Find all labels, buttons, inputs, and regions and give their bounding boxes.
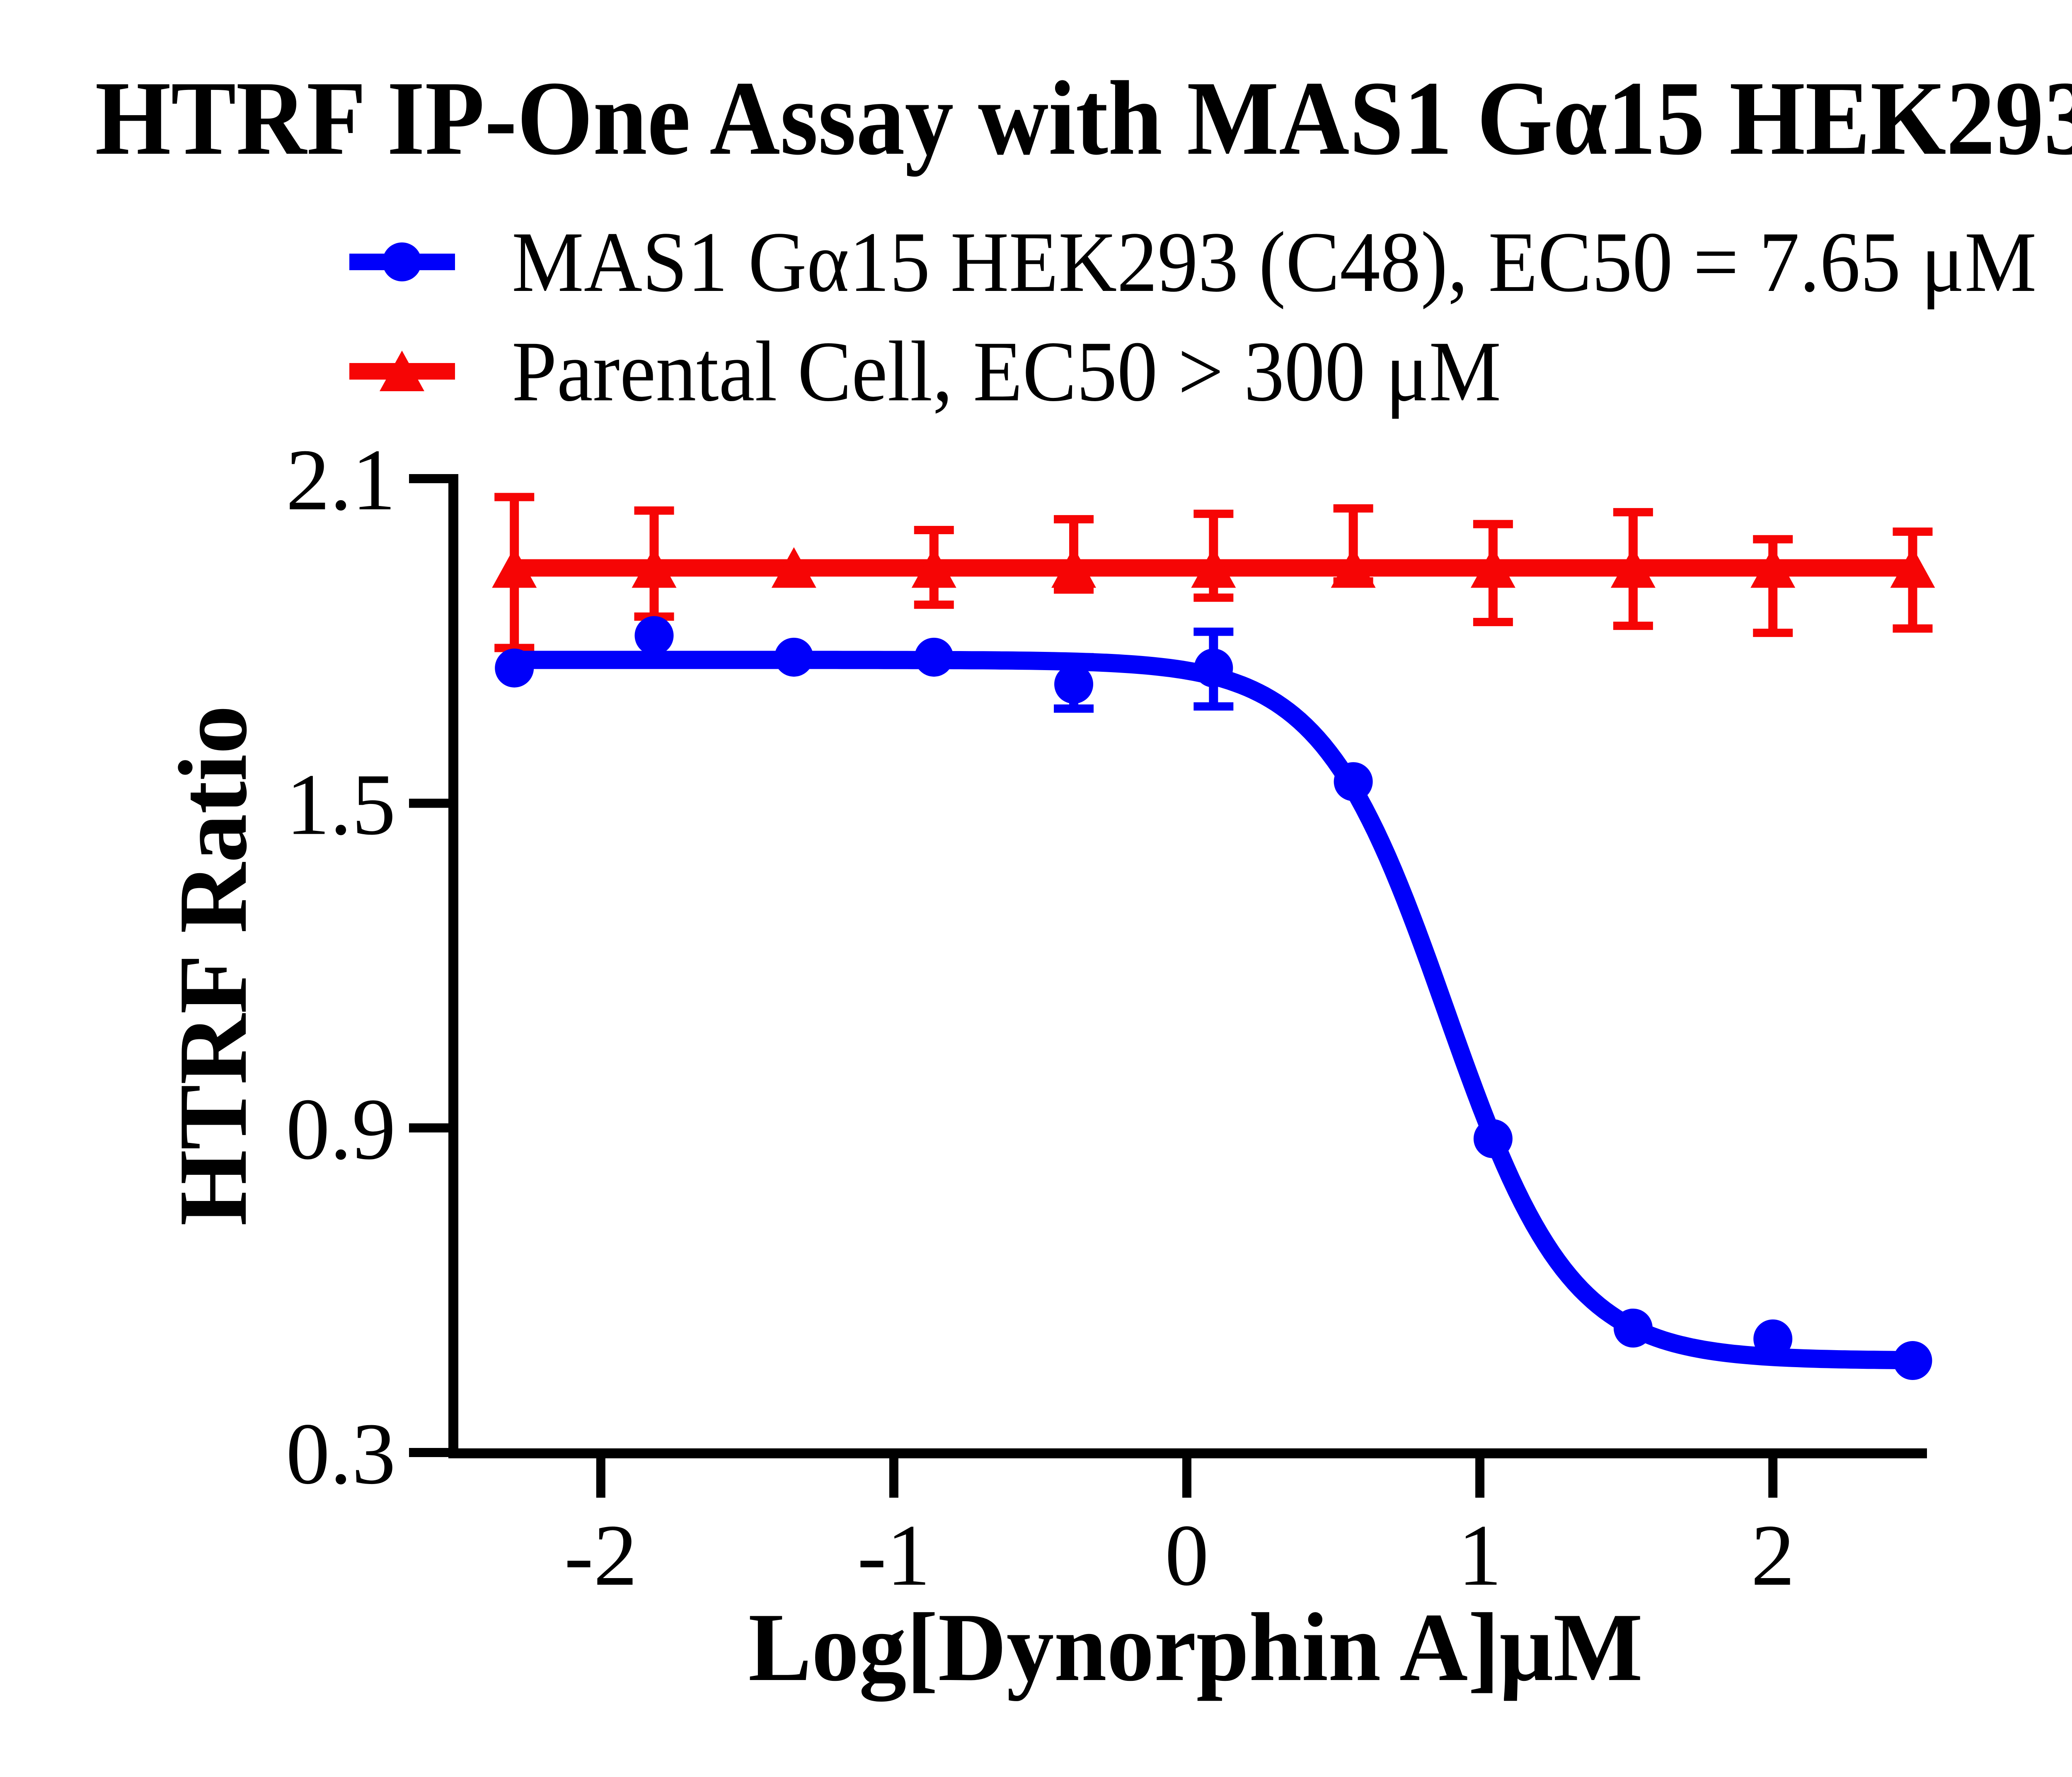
parental-marker xyxy=(1051,547,1097,588)
y-tick-label: 0.9 xyxy=(286,1080,396,1178)
x-tick xyxy=(1182,1458,1191,1498)
parental-error-cap-bottom xyxy=(494,644,535,652)
mas1-marker xyxy=(1473,1119,1513,1158)
parental-error-cap-top xyxy=(634,506,674,515)
parental-marker xyxy=(1470,547,1515,588)
mas1-fit-curve xyxy=(505,651,1918,1370)
parental-error-cap-bottom xyxy=(1753,629,1793,637)
parental-error-cap-top xyxy=(914,526,954,535)
parental-marker xyxy=(911,547,956,588)
mas1-error-cap-top xyxy=(1193,627,1234,636)
x-tick-label: 0 xyxy=(1165,1506,1209,1604)
mas1-marker xyxy=(1194,648,1233,688)
parental-marker xyxy=(1890,547,1935,588)
parental-error-cap-top xyxy=(1333,504,1373,513)
legend-marker-triangle-icon xyxy=(349,351,455,391)
legend-label-parental: Parental Cell, EC50 > 300 μM xyxy=(512,324,1501,419)
parental-marker xyxy=(1610,547,1656,588)
y-tick-label: 0.3 xyxy=(286,1405,396,1502)
x-tick-label: -1 xyxy=(857,1506,931,1604)
y-tick xyxy=(409,474,448,483)
chart-title: HTRF IP-One Assay with MAS1 Gα15 HEK293 … xyxy=(95,60,2072,177)
parental-error-cap-bottom xyxy=(1473,617,1513,626)
parental-marker xyxy=(1191,547,1236,588)
legend-item-parental: Parental Cell, EC50 > 300 μM xyxy=(349,328,1564,414)
legend-marker-circle-icon xyxy=(349,242,455,281)
mas1-marker xyxy=(1054,665,1094,704)
mas1-marker xyxy=(495,648,534,688)
x-tick-label: -2 xyxy=(564,1506,637,1604)
x-tick xyxy=(1475,1458,1485,1498)
mas1-marker xyxy=(1893,1341,1932,1380)
x-axis-label: Log[Dynorphin A]μM xyxy=(748,1593,1643,1702)
parental-marker xyxy=(771,547,816,588)
parental-error-cap-top xyxy=(494,493,535,501)
x-tick-label: 2 xyxy=(1751,1506,1795,1604)
mas1-marker xyxy=(1334,762,1373,801)
x-axis-spine xyxy=(448,1448,1927,1458)
y-tick xyxy=(409,799,448,808)
parental-error-cap-top xyxy=(1054,515,1094,523)
y-tick xyxy=(409,1123,448,1133)
mas1-marker xyxy=(914,637,954,677)
parental-marker xyxy=(1331,547,1376,588)
mas1-marker xyxy=(634,616,674,655)
x-tick-label: 1 xyxy=(1458,1506,1502,1604)
parental-marker xyxy=(1750,547,1796,588)
y-tick-label: 2.1 xyxy=(286,431,396,528)
y-tick xyxy=(409,1448,448,1457)
mas1-marker xyxy=(1613,1308,1653,1348)
mas1-marker xyxy=(774,637,813,677)
parental-error-cap-bottom xyxy=(1893,624,1933,633)
x-tick xyxy=(1768,1458,1778,1498)
y-axis-label: HTRF Ratio xyxy=(159,705,267,1226)
legend-item-mas1: MAS1 Gα15 HEK293 (C48), EC50 = 7.65 μM xyxy=(349,219,2072,305)
parental-error-cap-bottom xyxy=(1193,593,1234,602)
mas1-marker xyxy=(1753,1319,1793,1358)
parental-error-cap-top xyxy=(1193,509,1234,518)
y-axis-spine xyxy=(448,474,458,1458)
x-tick xyxy=(889,1458,898,1498)
parental-error-cap-bottom xyxy=(914,600,954,609)
parental-error-cap-top xyxy=(1753,535,1793,544)
parental-error-cap-top xyxy=(1473,520,1513,528)
mas1-error-cap-bottom xyxy=(1193,702,1234,711)
x-tick xyxy=(596,1458,605,1498)
parental-error-cap-bottom xyxy=(1613,622,1653,630)
parental-marker xyxy=(632,547,677,588)
parental-error-cap-top xyxy=(1893,527,1933,536)
parental-marker xyxy=(492,547,537,588)
legend-label-mas1: MAS1 Gα15 HEK293 (C48), EC50 = 7.65 μM xyxy=(512,214,2037,310)
parental-error-cap-top xyxy=(1613,508,1653,516)
mas1-error-cap-bottom xyxy=(1054,704,1094,713)
y-tick-label: 1.5 xyxy=(286,755,396,853)
